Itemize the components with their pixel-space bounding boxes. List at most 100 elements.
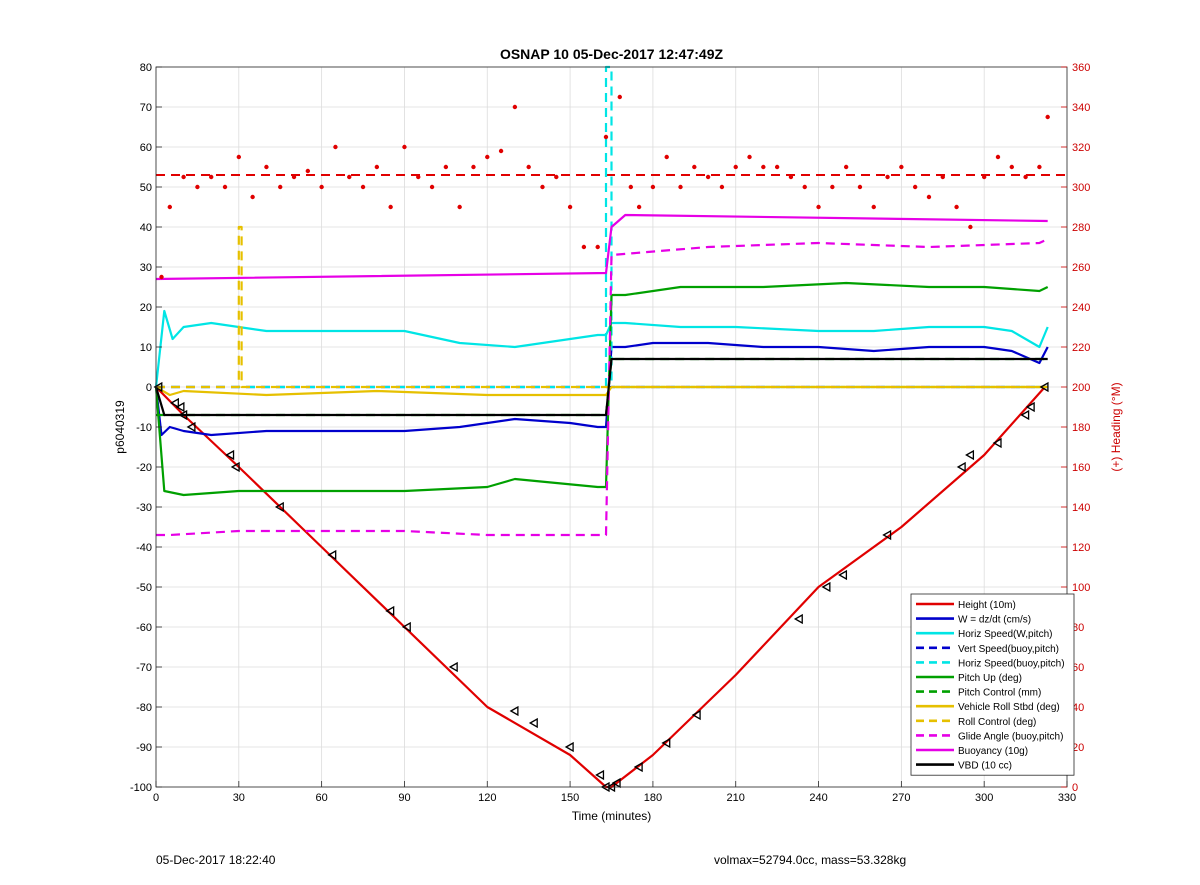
heading-point bbox=[195, 184, 200, 190]
waypoint-marker bbox=[1025, 401, 1035, 413]
legend-label: Vert Speed(buoy,pitch) bbox=[958, 644, 1059, 655]
y-tick-label-right: 40 bbox=[1072, 702, 1084, 714]
heading-point bbox=[885, 174, 890, 180]
waypoint-marker bbox=[838, 569, 848, 581]
heading-point bbox=[333, 144, 338, 150]
heading-point bbox=[899, 164, 904, 170]
heading-point bbox=[485, 154, 490, 160]
series-line-1 bbox=[154, 341, 1049, 437]
y-tick-label-right: 20 bbox=[1072, 742, 1084, 754]
y-tick-label-right: 260 bbox=[1072, 262, 1090, 274]
y-tick-label: 0 bbox=[146, 382, 152, 394]
heading-point bbox=[802, 184, 807, 190]
y-tick-label-right: 160 bbox=[1072, 462, 1090, 474]
heading-point bbox=[374, 164, 380, 170]
heading-point bbox=[1009, 164, 1014, 170]
y-tick-label-right: 140 bbox=[1072, 502, 1090, 514]
x-tick-label: 270 bbox=[892, 792, 910, 804]
heading-point bbox=[830, 184, 835, 190]
waypoint-marker bbox=[178, 409, 188, 421]
heading-point bbox=[305, 168, 311, 174]
y-tick-label-right: 0 bbox=[1072, 782, 1078, 794]
x-tick-label: 60 bbox=[316, 792, 328, 804]
y-tick-label-right: 340 bbox=[1072, 102, 1090, 114]
heading-point bbox=[416, 174, 421, 180]
heading-point bbox=[954, 204, 959, 210]
legend-box bbox=[910, 593, 1075, 776]
x-tick-label: 120 bbox=[478, 792, 496, 804]
heading-point bbox=[595, 244, 600, 250]
waypoint-marker bbox=[992, 437, 1002, 449]
heading-point bbox=[236, 154, 242, 160]
y-tick-label: -40 bbox=[136, 542, 152, 554]
heading-point bbox=[995, 154, 1001, 160]
waypoint-marker bbox=[821, 581, 831, 593]
heading-point bbox=[159, 274, 164, 280]
y-axis-label-right: (+) Heading (°M) bbox=[1109, 382, 1123, 471]
y-tick-label-right: 180 bbox=[1072, 422, 1090, 434]
heading-point bbox=[1037, 164, 1042, 170]
heading-point bbox=[617, 94, 622, 100]
waypoint-marker bbox=[1020, 409, 1030, 421]
waypoint-marker bbox=[1039, 381, 1049, 393]
series-line-2 bbox=[154, 309, 1049, 388]
heading-point bbox=[603, 134, 609, 140]
heading-point bbox=[540, 184, 545, 190]
heading-point bbox=[664, 154, 669, 160]
waypoint-marker bbox=[186, 421, 196, 433]
heading-point bbox=[650, 184, 656, 190]
y-tick-label-right: 100 bbox=[1072, 582, 1090, 594]
footer-timestamp: 05-Dec-2017 18:22:40 bbox=[156, 853, 276, 867]
heading-point bbox=[968, 224, 973, 230]
heading-point bbox=[264, 164, 269, 170]
y-tick-label-right: 80 bbox=[1072, 622, 1084, 634]
y-tick-label: 60 bbox=[140, 142, 152, 154]
x-tick-label: 150 bbox=[561, 792, 579, 804]
x-tick-label: 90 bbox=[398, 792, 410, 804]
heading-point bbox=[857, 184, 863, 190]
x-tick-label: 330 bbox=[1058, 792, 1076, 804]
waypoint-marker bbox=[230, 461, 240, 473]
series-layer bbox=[153, 65, 1067, 793]
y-tick-label: 40 bbox=[140, 222, 152, 234]
heading-point bbox=[1023, 174, 1028, 180]
y-tick-label: 30 bbox=[140, 262, 152, 274]
heading-point bbox=[388, 204, 393, 210]
heading-point bbox=[291, 174, 297, 180]
x-axis-label: Time (minutes) bbox=[572, 809, 652, 823]
heading-point bbox=[347, 174, 352, 180]
heading-point bbox=[471, 164, 476, 170]
legend-label: Horiz Speed(W,pitch) bbox=[958, 629, 1052, 640]
legend-label: Glide Angle (buoy,pitch) bbox=[958, 731, 1063, 742]
y-tick-label-right: 320 bbox=[1072, 142, 1090, 154]
series-line-8 bbox=[156, 225, 1048, 389]
x-tick-label: 30 bbox=[233, 792, 245, 804]
waypoint-marker bbox=[175, 401, 185, 413]
heading-point bbox=[774, 164, 780, 170]
heading-point bbox=[871, 204, 876, 210]
heading-point bbox=[181, 174, 186, 180]
y-tick-label: 70 bbox=[140, 102, 152, 114]
series-line-9 bbox=[156, 238, 1049, 537]
y-tick-label-right: 240 bbox=[1072, 302, 1090, 314]
series-line-5 bbox=[154, 281, 1049, 497]
heading-point bbox=[222, 184, 228, 190]
heading-point bbox=[429, 184, 435, 190]
legend-label: VBD (10 cc) bbox=[958, 761, 1012, 772]
y-tick-label-right: 360 bbox=[1072, 62, 1090, 74]
waypoint-marker bbox=[793, 613, 803, 625]
legend-label: Pitch Control (mm) bbox=[958, 688, 1041, 699]
heading-point bbox=[250, 194, 255, 200]
axes: 0 30 60 90 120 150 180 210 240 270 300 330-100-90-8… bbox=[130, 62, 1090, 804]
y-tick-label: -80 bbox=[136, 702, 152, 714]
heading-point bbox=[747, 154, 752, 160]
legend: Height (10m) W = dz/dt (cm/s) Horiz Speed(… bbox=[910, 593, 1075, 776]
heading-point bbox=[816, 204, 821, 210]
waypoint-marker bbox=[611, 777, 621, 789]
waypoint-marker bbox=[170, 397, 179, 409]
waypoint-marker bbox=[661, 737, 671, 749]
heading-point bbox=[761, 164, 766, 170]
heading-point bbox=[526, 164, 531, 170]
legend-label: Roll Control (deg) bbox=[958, 717, 1036, 728]
